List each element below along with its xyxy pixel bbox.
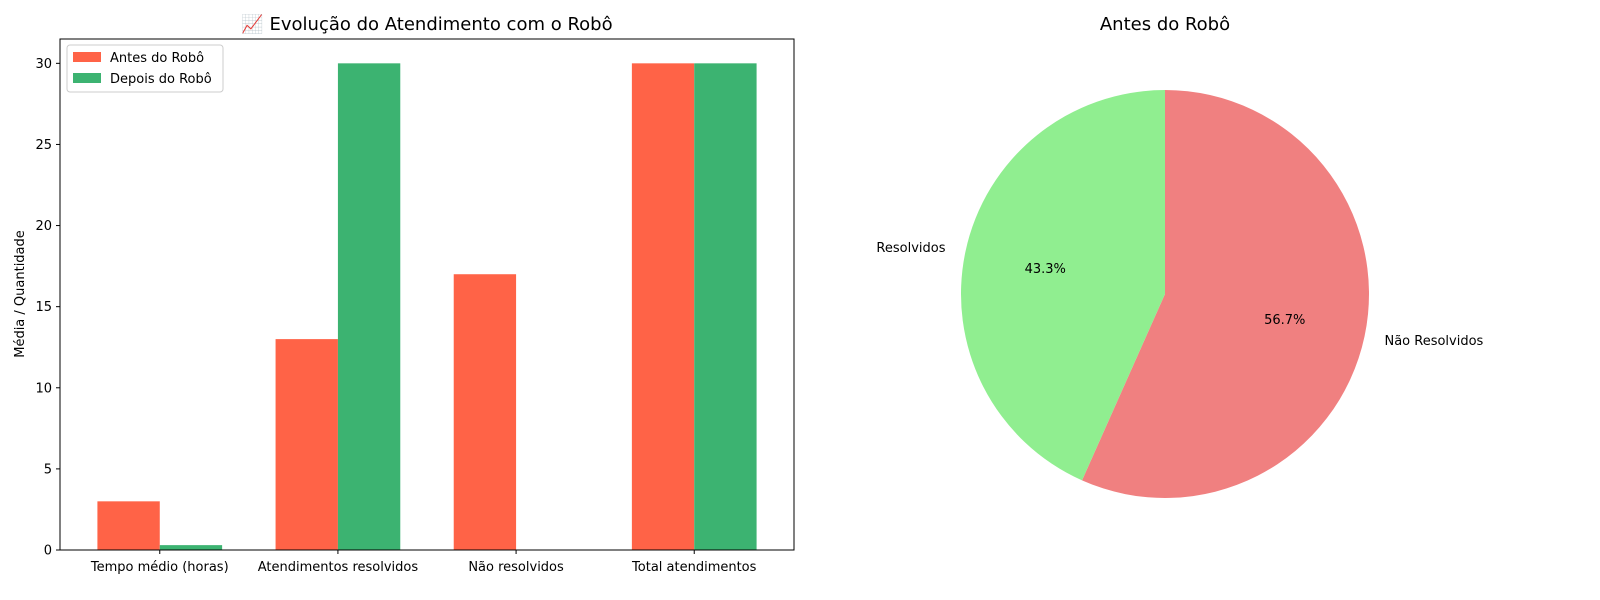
bar-antes-total-atendimentos bbox=[631, 63, 695, 550]
pie-slice-resolvidos bbox=[961, 90, 1165, 481]
plot-frame bbox=[59, 38, 795, 551]
legend-label-before: Antes do Robô bbox=[110, 51, 204, 66]
y-tick-label: 5 bbox=[44, 462, 52, 477]
legend-swatch-before bbox=[73, 52, 101, 62]
pie-label-resolvidos: Resolvidos bbox=[876, 241, 945, 256]
y-axis-label: Média / Quantidade bbox=[13, 230, 28, 358]
bar-depois-total-atendimentos bbox=[694, 63, 757, 550]
y-tick-label: 25 bbox=[35, 138, 52, 153]
y-tick-label: 20 bbox=[35, 219, 52, 234]
legend: Antes do Robô Depois do Robô bbox=[66, 44, 224, 93]
bar-chart-title: 📈 Evolução do Atendimento com o Robô bbox=[241, 13, 612, 35]
pie-labels: Não Resolvidos 56.7% Resolvidos 43.3% bbox=[876, 241, 1483, 349]
pie-label-nao-resolvidos: Não Resolvidos bbox=[1384, 334, 1483, 349]
bar-chart: 📈 Evolução do Atendimento com o Robô Méd… bbox=[13, 13, 795, 575]
bar-antes-nao-resolvidos bbox=[453, 274, 517, 550]
bar-antes-atendimentos-resolvidos bbox=[275, 339, 338, 550]
y-tick-label: 10 bbox=[35, 381, 52, 396]
y-tick-label: 30 bbox=[35, 57, 52, 72]
x-tick-label: Tempo médio (horas) bbox=[90, 560, 229, 575]
bar-series bbox=[97, 63, 757, 550]
bar-depois-atendimentos-resolvidos bbox=[337, 63, 401, 550]
pie-chart: Antes do Robô Não Resolvidos 56.7% Resolvi… bbox=[876, 14, 1484, 499]
pie-chart-title: Antes do Robô bbox=[1100, 14, 1230, 35]
y-tick-label: 0 bbox=[44, 544, 52, 559]
pie-slices bbox=[961, 90, 1369, 499]
legend-box bbox=[66, 44, 224, 93]
y-tick-label: 15 bbox=[35, 300, 52, 315]
y-axis-ticks: 0 5 10 15 20 25 30 bbox=[35, 57, 60, 559]
legend-swatch-after bbox=[73, 73, 101, 83]
pie-percent-resolvidos: 43.3% bbox=[1025, 262, 1066, 277]
legend-label-after: Depois do Robô bbox=[110, 72, 212, 87]
x-axis-ticks: Tempo médio (horas) Atendimentos resolvid… bbox=[90, 550, 757, 575]
x-tick-label: Não resolvidos bbox=[468, 560, 564, 575]
x-tick-label: Total atendimentos bbox=[631, 560, 757, 575]
pie-percent-nao-resolvidos: 56.7% bbox=[1264, 313, 1305, 328]
bar-antes-tempo-medio-horas bbox=[97, 501, 160, 550]
x-tick-label: Atendimentos resolvidos bbox=[258, 560, 419, 575]
pie-slice-nao-resolvidos bbox=[1082, 90, 1369, 499]
bar-depois-tempo-medio-horas bbox=[159, 545, 223, 550]
